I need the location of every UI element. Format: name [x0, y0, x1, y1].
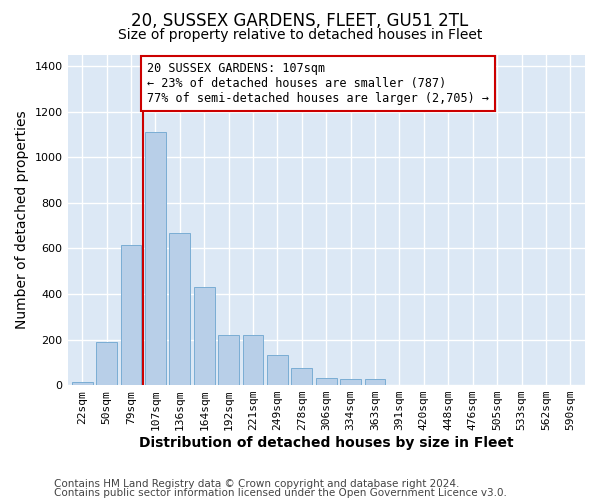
- Text: Contains public sector information licensed under the Open Government Licence v3: Contains public sector information licen…: [54, 488, 507, 498]
- Bar: [96, 342, 117, 385]
- Bar: [292, 368, 312, 385]
- Bar: [169, 232, 190, 385]
- Bar: [242, 335, 263, 385]
- X-axis label: Distribution of detached houses by size in Fleet: Distribution of detached houses by size …: [139, 436, 514, 450]
- Text: 20 SUSSEX GARDENS: 107sqm
← 23% of detached houses are smaller (787)
77% of semi: 20 SUSSEX GARDENS: 107sqm ← 23% of detac…: [147, 62, 489, 105]
- Bar: [218, 335, 239, 385]
- Text: 20, SUSSEX GARDENS, FLEET, GU51 2TL: 20, SUSSEX GARDENS, FLEET, GU51 2TL: [131, 12, 469, 30]
- Text: Size of property relative to detached houses in Fleet: Size of property relative to detached ho…: [118, 28, 482, 42]
- Bar: [194, 287, 215, 385]
- Bar: [72, 382, 92, 385]
- Bar: [145, 132, 166, 385]
- Bar: [365, 380, 385, 385]
- Bar: [267, 356, 288, 385]
- Bar: [316, 378, 337, 385]
- Bar: [340, 380, 361, 385]
- Bar: [121, 245, 142, 385]
- Text: Contains HM Land Registry data © Crown copyright and database right 2024.: Contains HM Land Registry data © Crown c…: [54, 479, 460, 489]
- Y-axis label: Number of detached properties: Number of detached properties: [15, 110, 29, 330]
